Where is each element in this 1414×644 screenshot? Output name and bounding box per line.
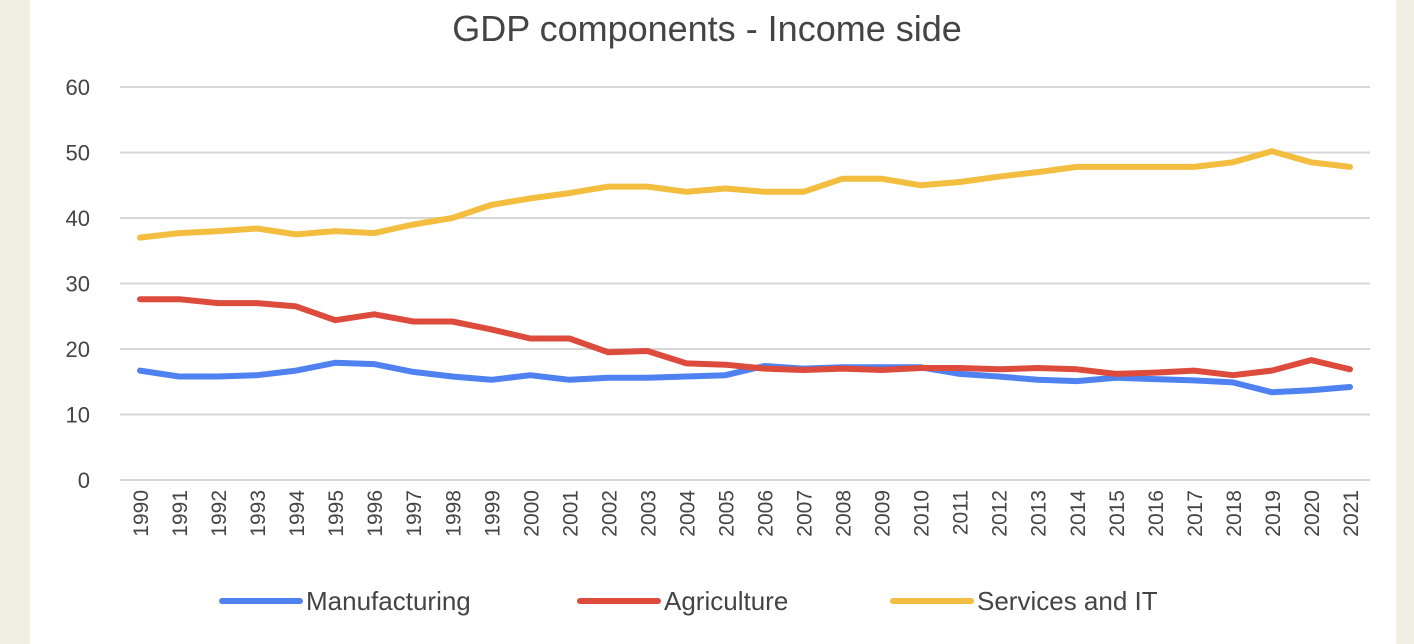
legend-label: Agriculture [664, 586, 788, 616]
x-tick-label: 2021 [1340, 490, 1363, 537]
y-tick-label: 50 [66, 141, 90, 166]
series-line-services-and-it [137, 148, 1353, 241]
series-line-manufacturing [137, 359, 1353, 396]
x-tick-label: 2005 [715, 490, 738, 537]
y-tick-label: 0 [78, 468, 90, 493]
x-tick-label: 1990 [130, 490, 153, 537]
y-tick-label: 20 [66, 337, 90, 362]
y-tick-label: 30 [66, 272, 90, 297]
y-tick-label: 60 [66, 75, 90, 100]
x-tick-label: 1996 [364, 490, 387, 537]
legend-label: Manufacturing [306, 586, 471, 616]
y-tick-label: 40 [66, 206, 90, 231]
chart-title: GDP components - Income side [452, 8, 962, 49]
x-tick-label: 2019 [1262, 490, 1285, 537]
x-tick-label: 1995 [325, 490, 348, 537]
x-tick-label: 1992 [208, 490, 231, 537]
x-tick-label: 2016 [1145, 490, 1168, 537]
x-tick-label: 2017 [1184, 490, 1207, 537]
x-tick-label: 2002 [598, 490, 621, 537]
y-tick-label: 10 [66, 403, 90, 428]
x-tick-label: 2014 [1067, 490, 1090, 537]
x-tick-label: 2013 [1028, 490, 1051, 537]
x-tick-label: 2018 [1223, 490, 1246, 537]
chart-panel [30, 0, 1396, 644]
x-tick-label: 2000 [520, 490, 543, 537]
x-tick-label: 1993 [247, 490, 270, 537]
x-tick-label: 2010 [911, 490, 934, 537]
x-tick-label: 1991 [169, 490, 192, 537]
x-tick-label: 1994 [286, 490, 309, 537]
x-tick-label: 2009 [872, 490, 895, 537]
x-tick-label: 2008 [833, 490, 856, 537]
series-line-agriculture [137, 296, 1353, 379]
x-tick-label: 2012 [989, 490, 1012, 537]
x-tick-label: 2001 [559, 490, 582, 537]
x-tick-label: 2004 [676, 490, 699, 537]
x-tick-label: 2011 [950, 490, 973, 535]
x-tick-label: 1999 [481, 490, 504, 537]
x-tick-label: 2007 [794, 490, 817, 537]
x-tick-label: 2015 [1106, 490, 1129, 537]
x-tick-label: 2003 [637, 490, 660, 537]
legend-label: Services and IT [977, 586, 1158, 616]
x-tick-label: 2006 [755, 490, 778, 537]
x-tick-label: 2020 [1301, 490, 1324, 537]
x-tick-label: 1998 [442, 490, 465, 537]
x-tick-label: 1997 [403, 490, 426, 537]
